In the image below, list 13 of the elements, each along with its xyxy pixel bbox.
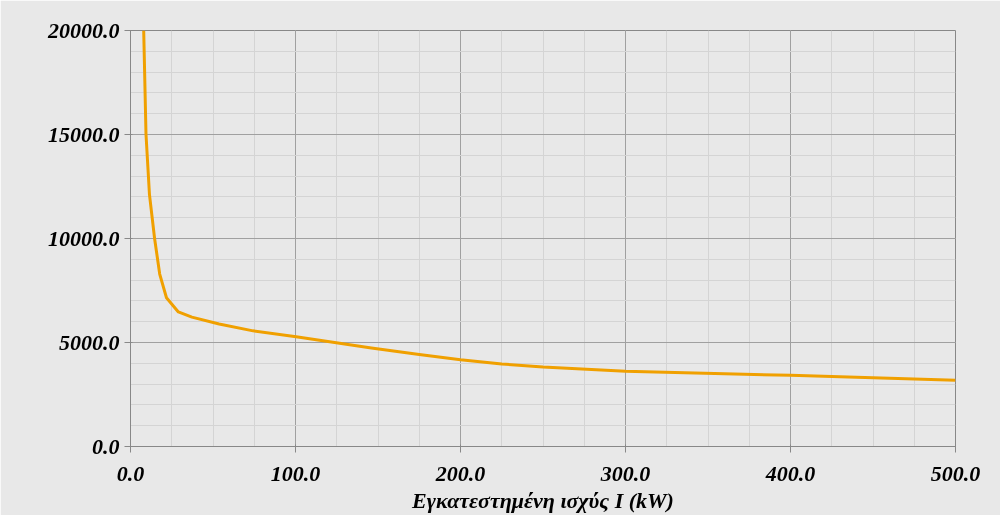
y-tick-label: 20000.0 xyxy=(47,17,120,43)
x-tick-label: 400.0 xyxy=(764,460,816,486)
x-tick-label: 500.0 xyxy=(930,460,981,486)
x-tick-label: 0.0 xyxy=(116,460,145,486)
y-tick-label: 15000.0 xyxy=(48,121,120,147)
line-series xyxy=(142,30,956,382)
y-tick-label: 10000.0 xyxy=(48,225,120,251)
x-axis-title: Εγκατεστημένη ισχύς I (kW) xyxy=(411,487,674,513)
x-tick-label: 200.0 xyxy=(434,460,486,486)
x-tick-label: 300.0 xyxy=(599,460,651,486)
y-tick-label: 0.0 xyxy=(92,433,120,459)
y-tick-label: 5000.0 xyxy=(59,329,120,355)
x-tick-label: 100.0 xyxy=(270,460,321,486)
